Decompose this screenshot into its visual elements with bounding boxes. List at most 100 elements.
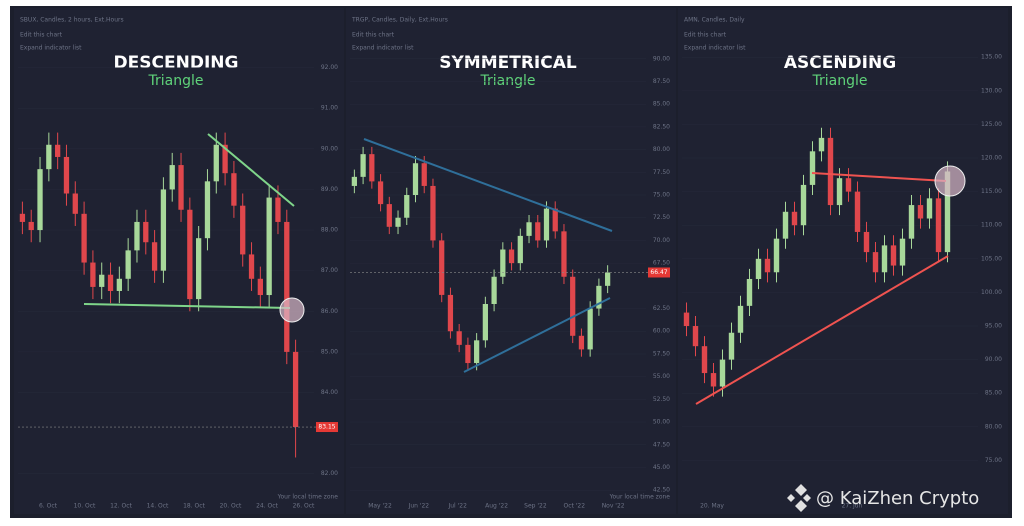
timezone: Your local time zone bbox=[609, 494, 671, 501]
candle-body bbox=[81, 213, 87, 263]
subheading: Triangle bbox=[812, 73, 868, 89]
candle-body bbox=[55, 144, 61, 157]
candle-body bbox=[284, 221, 290, 352]
candle-body bbox=[782, 211, 789, 239]
candle-body bbox=[377, 181, 384, 205]
x-tick-label: May '22 bbox=[368, 503, 392, 510]
candle-body bbox=[369, 154, 375, 182]
x-tick-label: Jul '22 bbox=[447, 503, 467, 510]
candle-body bbox=[899, 238, 906, 266]
y-tick-label: 95.00 bbox=[985, 323, 1002, 330]
candle-body bbox=[99, 274, 105, 287]
y-tick-label: 135.00 bbox=[981, 54, 1002, 61]
candle-body bbox=[692, 326, 699, 347]
expand-link: Expand indicator list bbox=[352, 45, 414, 52]
candle-body bbox=[90, 262, 96, 287]
logo bbox=[787, 484, 811, 512]
candle-body bbox=[791, 211, 798, 226]
y-tick-label: 85.00 bbox=[985, 390, 1002, 397]
candle-body bbox=[917, 205, 924, 219]
candle-body bbox=[46, 144, 52, 170]
candle-body bbox=[710, 373, 717, 387]
candle-body bbox=[107, 274, 114, 291]
y-tick-label: 55.00 bbox=[653, 373, 670, 380]
y-tick-label: 85.00 bbox=[653, 101, 670, 108]
breakout-circle bbox=[279, 297, 305, 323]
heading: DESCENDING bbox=[114, 53, 239, 73]
x-tick-label: 12. Oct bbox=[110, 503, 132, 510]
y-tick-label: 82.50 bbox=[653, 123, 670, 130]
candle-body bbox=[737, 305, 744, 333]
candle-body bbox=[827, 137, 834, 206]
candle-body bbox=[719, 359, 726, 387]
candle-body bbox=[134, 221, 140, 251]
y-tick-label: 125.00 bbox=[981, 121, 1002, 128]
y-tick-label: 77.50 bbox=[653, 169, 670, 176]
candle-body bbox=[143, 221, 149, 243]
trendline bbox=[463, 297, 611, 373]
candle-body bbox=[935, 198, 942, 253]
candle-body bbox=[439, 240, 445, 295]
candle-body bbox=[773, 238, 780, 273]
y-tick-label: 130.00 bbox=[981, 87, 1002, 94]
y-tick-label: 120.00 bbox=[981, 155, 1002, 162]
candle-body bbox=[764, 258, 771, 273]
y-tick-label: 75.00 bbox=[653, 192, 670, 199]
candle-body bbox=[570, 276, 576, 336]
candle-body bbox=[872, 252, 879, 273]
candle-body bbox=[809, 151, 816, 185]
x-tick-label: 14. Oct bbox=[147, 503, 169, 510]
candle-body bbox=[456, 331, 462, 345]
trendline bbox=[207, 133, 295, 207]
trendline bbox=[363, 138, 613, 232]
candle-body bbox=[169, 165, 175, 190]
y-tick-label: 42.50 bbox=[653, 487, 670, 494]
candle-body bbox=[500, 249, 506, 277]
y-tick-label: 90.00 bbox=[321, 145, 338, 152]
x-tick-label: 20. Oct bbox=[220, 503, 242, 510]
candle-body bbox=[836, 178, 843, 206]
x-tick-label: Nov '22 bbox=[602, 503, 625, 510]
candle-body bbox=[248, 254, 255, 279]
subheading: Triangle bbox=[480, 73, 536, 89]
candle-body bbox=[561, 231, 567, 277]
candle-body bbox=[596, 285, 602, 309]
candle-body bbox=[755, 258, 762, 279]
x-tick-label: 18. Oct bbox=[183, 503, 205, 510]
candle-body bbox=[728, 332, 735, 360]
y-tick-label: 62.50 bbox=[653, 305, 670, 312]
y-tick-label: 52.50 bbox=[653, 396, 670, 403]
candle-body bbox=[37, 169, 43, 231]
last-price-label: 66.47 bbox=[650, 269, 667, 276]
y-tick-label: 105.00 bbox=[981, 255, 1002, 262]
y-tick-label: 88.00 bbox=[321, 227, 338, 234]
candle-body bbox=[360, 154, 366, 177]
panel-bg bbox=[678, 8, 1008, 514]
candle-body bbox=[178, 165, 184, 210]
breakout-circle bbox=[934, 165, 966, 197]
edit-link: Edit this chart bbox=[20, 32, 63, 39]
y-tick-label: 80.00 bbox=[985, 423, 1002, 430]
y-tick-label: 84.00 bbox=[321, 389, 338, 396]
candle-body bbox=[683, 312, 690, 327]
subheading: Triangle bbox=[148, 73, 204, 89]
candle-body bbox=[447, 294, 454, 332]
x-tick-label: Sep '22 bbox=[524, 503, 547, 510]
candle-body bbox=[151, 242, 158, 271]
candle-body bbox=[845, 178, 852, 192]
candle-body bbox=[535, 222, 541, 241]
watermark: @ KaiZhen Crypto bbox=[787, 484, 979, 512]
heading: ASCENDING bbox=[784, 53, 896, 73]
candle-body bbox=[482, 304, 488, 341]
edit-link: Edit this chart bbox=[684, 32, 727, 39]
y-tick-label: 115.00 bbox=[981, 188, 1002, 195]
candle-body bbox=[19, 213, 26, 222]
x-tick-label: 6. Oct bbox=[39, 503, 58, 510]
candle-body bbox=[430, 185, 436, 241]
candle-body bbox=[605, 272, 611, 286]
timezone: Your local time zone bbox=[277, 494, 339, 501]
y-tick-label: 87.00 bbox=[321, 267, 338, 274]
y-tick-label: 45.00 bbox=[653, 464, 670, 471]
x-tick-label: 10. Oct bbox=[74, 503, 96, 510]
candle-body bbox=[818, 137, 825, 152]
